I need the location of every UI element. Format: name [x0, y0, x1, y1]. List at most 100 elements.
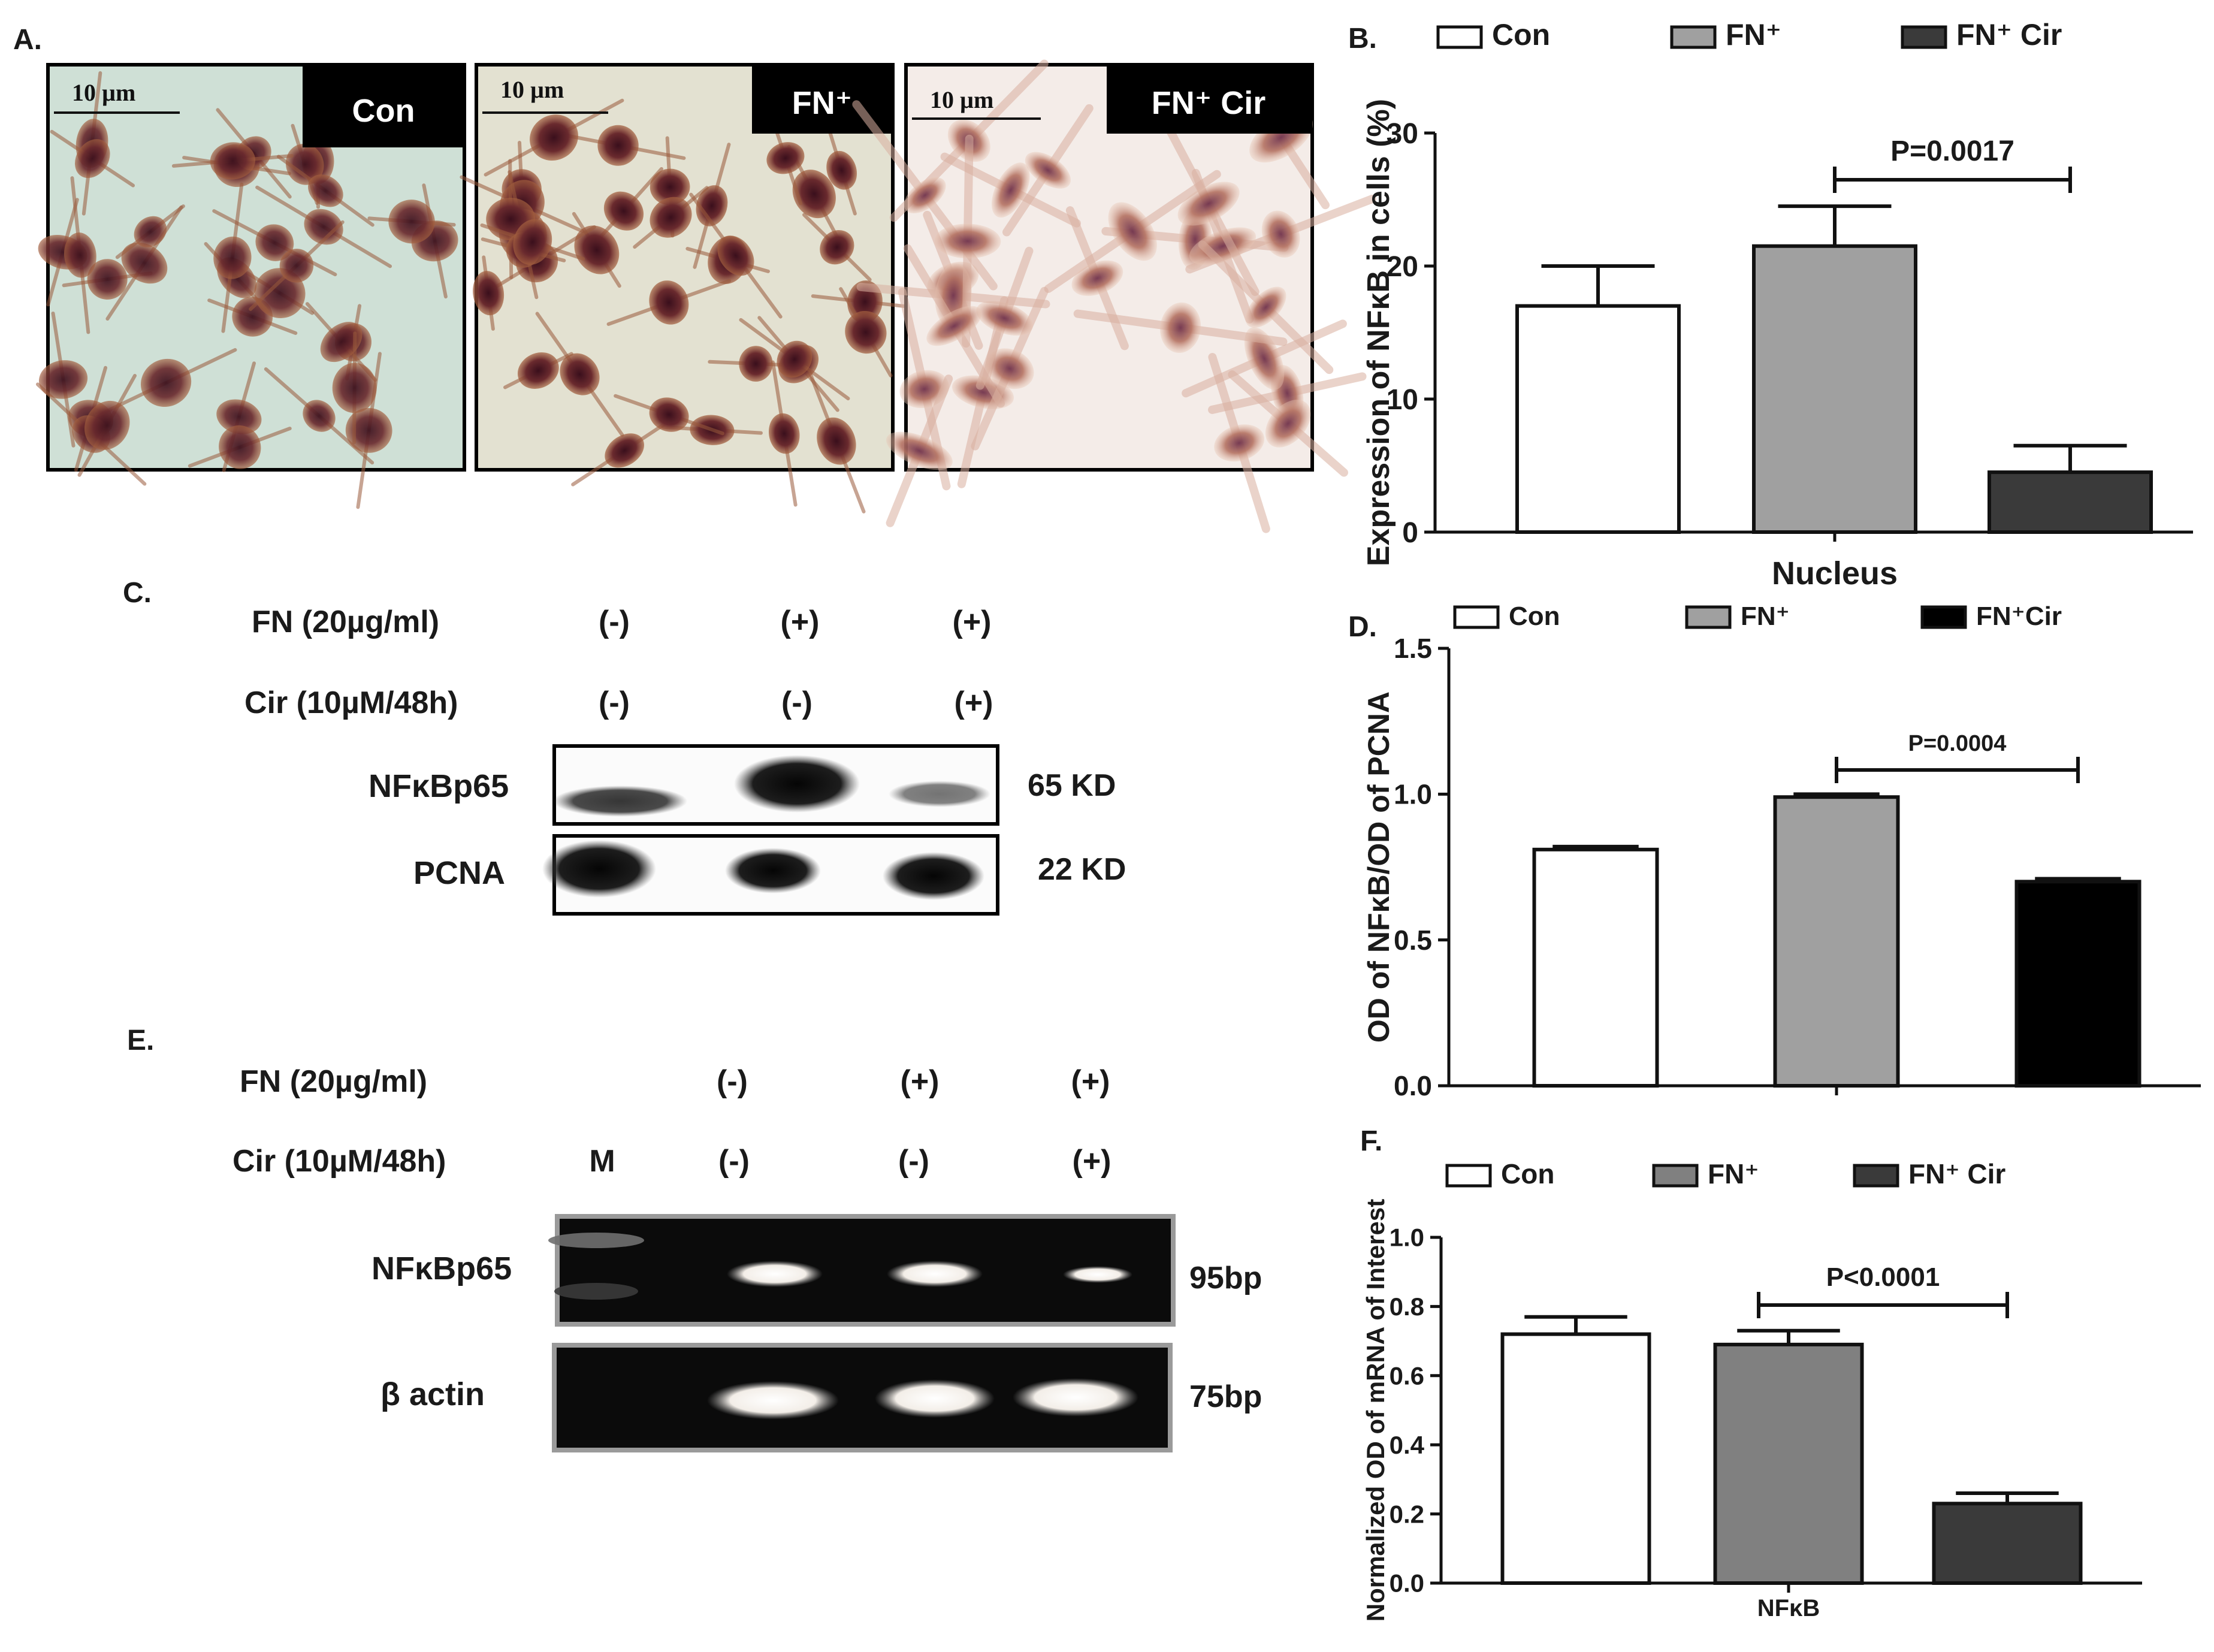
cell-body: [650, 197, 692, 238]
cell-body: [279, 249, 314, 283]
cell-body: [1245, 286, 1286, 328]
cell-body: [304, 209, 343, 245]
chart-f-ytick-label-1: 0.2: [1390, 1500, 1424, 1528]
cell-body: [1265, 400, 1311, 448]
cell-body: [817, 417, 856, 465]
micrograph-con-label: Con: [352, 93, 415, 129]
panel-c-letter: C.: [123, 577, 152, 609]
cell-body: [696, 185, 728, 226]
gel-actin-size: 75bp: [1189, 1379, 1262, 1414]
panel-f-letter: F.: [1360, 1125, 1382, 1157]
micrograph-fn-label: FN⁺: [792, 85, 853, 121]
chart-b-ytick-label-1: 10: [1387, 384, 1418, 416]
chart-b-ylabel: Expression of NFκB in cells (%): [1361, 99, 1396, 566]
panel-b-letter: B.: [1348, 23, 1377, 55]
cell-body: [513, 219, 552, 265]
c-fn-sign-1: (-): [599, 605, 630, 639]
chart-f-legend-label-2: FN⁺ Cir: [1908, 1158, 2005, 1189]
gel-nfkb-band-1: [727, 1261, 823, 1287]
cell-body: [649, 280, 689, 325]
cell-body: [64, 232, 96, 278]
chart-d-ytick-label-3: 1.5: [1394, 633, 1432, 664]
cell-body: [1214, 424, 1265, 462]
micrograph-con: Con 10 µm: [35, 63, 466, 509]
cell-body: [886, 431, 953, 470]
cell-body: [213, 236, 252, 279]
gel-actin-band-3: [1013, 1378, 1138, 1417]
chart-f-bar-0: [1500, 1332, 1651, 1585]
panel-d-letter: D.: [1348, 611, 1377, 643]
cell-body: [332, 363, 377, 413]
c-cir-sign-1: (-): [599, 685, 630, 720]
cell-body: [650, 168, 690, 206]
cell-body: [1160, 302, 1201, 354]
chart-b-legend-swatch-0: [1436, 25, 1483, 49]
cell-body: [308, 174, 343, 207]
cell-body: [768, 413, 800, 454]
chart-b-ytick-label-0: 0: [1402, 517, 1418, 549]
gel-nfkb-size: 95bp: [1189, 1261, 1262, 1295]
chart-b-legend-swatch-1: [1670, 25, 1717, 49]
c-cir-sign-2: (-): [781, 685, 812, 720]
chart-f-ytick-label-0: 0.0: [1390, 1569, 1424, 1597]
chart-d-ytick-label-2: 1.0: [1394, 778, 1432, 810]
chart-b-pvalue: P=0.0017: [1890, 135, 2014, 167]
e-fn-sign-1: (-): [717, 1064, 748, 1099]
chart-d-legend-swatch-0: [1453, 605, 1500, 629]
chart-f-legend-label-1: FN⁺: [1708, 1158, 1759, 1189]
cell-body: [74, 139, 110, 179]
chart-d-ytick-label-1: 0.5: [1394, 925, 1432, 956]
scale-bar-fn: 10 µm: [500, 76, 564, 103]
chart-f-ytick-label-2: 0.4: [1390, 1431, 1425, 1459]
cell-body: [320, 322, 363, 363]
cell-body: [926, 306, 982, 346]
cell-body: [603, 191, 644, 231]
chart-d-bar-1: [1773, 795, 1900, 1088]
chart-b-bar-0: [1515, 304, 1681, 534]
chart-d-legend-swatch-2: [1920, 605, 1967, 629]
blot-pcna-band-3: [883, 852, 984, 900]
gel-actin-band-2: [875, 1379, 995, 1418]
cell-body: [216, 399, 262, 434]
blot-pcna-size: 22 KD: [1038, 852, 1126, 887]
blot-pcna-label: PCNA: [413, 855, 505, 891]
cell-body: [717, 235, 754, 276]
cell-body: [820, 229, 854, 265]
cell-body: [739, 346, 773, 382]
cell-body: [134, 216, 167, 247]
panel-a-letter: A.: [13, 24, 42, 56]
blot-nfkb-band-3: [889, 781, 990, 807]
cell-body: [121, 242, 168, 284]
chart-b-legend-label-2: FN⁺ Cir: [1956, 18, 2062, 52]
cell-body: [1177, 182, 1240, 226]
panel-e-rt-pcr-gel: FN (20µg/ml) Cir (10µM/48h) M (-) (+) (+…: [232, 1064, 1262, 1452]
blot-pcna-band-2: [725, 848, 821, 893]
e-cir-sign-3: (+): [1073, 1144, 1111, 1179]
cell-body: [87, 259, 128, 300]
chart-f: Con FN⁺ FN⁺ Cir 0.0 0.2 0.4 0.6 0.8 1.0Normalize…: [1361, 1158, 2142, 1621]
cell-body: [934, 224, 1001, 259]
cell-body: [255, 224, 294, 261]
chart-f-ytick-label-3: 0.6: [1390, 1362, 1424, 1390]
panel-c-western-blot: FN (20µg/ml) Cir (10µM/48h) (-) (+) (+) …: [244, 605, 1126, 916]
e-row-label-fn: FN (20µg/ml): [240, 1064, 427, 1099]
cell-body: [597, 125, 639, 166]
blot-nfkb-band-1: [553, 786, 687, 817]
c-row-label-cir: Cir (10µM/48h): [244, 685, 458, 720]
gel-actin-band-1: [707, 1381, 839, 1420]
chart-d-legend-label-1: FN⁺: [1741, 602, 1790, 631]
cell-body: [1244, 327, 1285, 390]
cell-body: [219, 425, 261, 469]
chart-d-pvalue: P=0.0004: [1908, 731, 2007, 756]
panel-a-micrographs: Con 10 µm FN⁺ 10 µm FN⁺ Cir 10 µm: [35, 59, 1376, 533]
gel-nfkb-band-2: [887, 1261, 983, 1287]
cell-body: [560, 353, 600, 395]
e-fn-sign-2: (+): [901, 1064, 940, 1099]
cell-body: [991, 162, 1030, 218]
chart-d-ylabel: OD of NFκB/OD of PCNA: [1362, 691, 1396, 1043]
cell-body: [976, 301, 1033, 336]
cell-body: [140, 358, 192, 407]
cell-body: [777, 340, 812, 378]
gel-actin-label: β actin: [380, 1376, 485, 1412]
